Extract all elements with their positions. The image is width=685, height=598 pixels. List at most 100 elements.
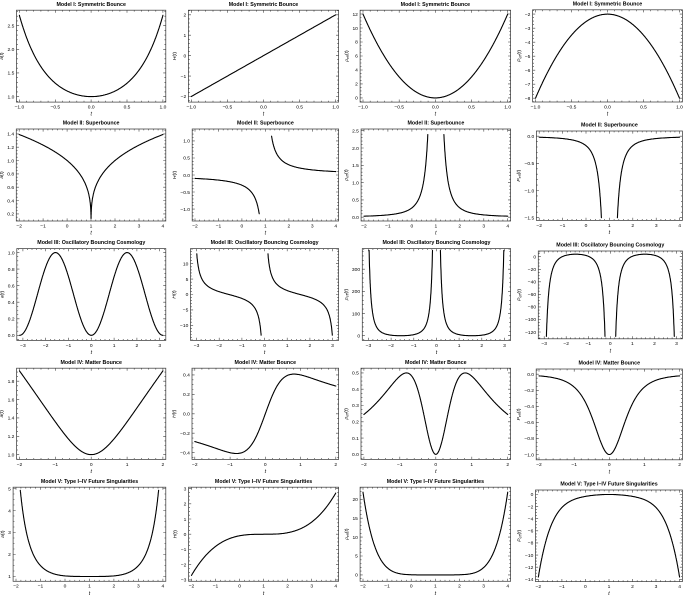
svg-text:2: 2 <box>334 462 337 468</box>
svg-text:−40: −40 <box>528 280 537 286</box>
svg-text:−0.8: −0.8 <box>524 436 534 442</box>
svg-text:0.0: 0.0 <box>604 104 611 110</box>
svg-text:1: 1 <box>643 462 646 468</box>
svg-text:2: 2 <box>309 343 312 349</box>
svg-text:−4: −4 <box>525 40 531 46</box>
svg-text:−3: −3 <box>20 343 26 349</box>
svg-text:1: 1 <box>262 584 265 590</box>
svg-text:Model III: Oscillatory Bouncin: Model III: Oscillatory Bouncing Cosmolog… <box>556 243 664 249</box>
svg-text:−1.0: −1.0 <box>180 207 190 213</box>
svg-text:0.4: 0.4 <box>183 373 190 379</box>
svg-text:−2: −2 <box>17 462 23 468</box>
svg-text:−1.0: −1.0 <box>358 105 368 111</box>
svg-text:−1: −1 <box>571 462 577 468</box>
svg-text:t: t <box>435 591 437 597</box>
svg-text:Model IV: Matter Bounce: Model IV: Matter Bounce <box>579 361 641 367</box>
svg-text:2: 2 <box>162 462 165 468</box>
svg-text:−2: −2 <box>563 341 569 347</box>
svg-text:3: 3 <box>331 343 334 349</box>
svg-text:3: 3 <box>503 343 506 349</box>
svg-text:0.6: 0.6 <box>8 283 15 289</box>
svg-text:0.0: 0.0 <box>352 452 359 458</box>
svg-text:H(t): H(t) <box>172 171 178 180</box>
svg-text:−60: −60 <box>528 292 537 298</box>
svg-text:t: t <box>435 112 437 118</box>
svg-text:−2: −2 <box>189 584 195 590</box>
svg-text:2: 2 <box>355 82 358 88</box>
svg-text:0.5: 0.5 <box>296 105 303 111</box>
svg-text:Peff(t): Peff(t) <box>516 408 522 420</box>
svg-text:−3: −3 <box>194 343 200 349</box>
svg-text:ρeff(t): ρeff(t) <box>344 50 350 63</box>
svg-text:−12: −12 <box>525 565 534 571</box>
svg-text:1: 1 <box>434 584 437 590</box>
svg-text:Model V: Type I–IV Future Sing: Model V: Type I–IV Future Singularities <box>387 479 484 485</box>
svg-text:0.5: 0.5 <box>183 156 190 162</box>
svg-text:−1.0: −1.0 <box>186 105 196 111</box>
svg-text:0.0: 0.0 <box>88 105 95 111</box>
svg-text:Model V: Type I–IV Future Sing: Model V: Type I–IV Future Singularities <box>41 479 138 485</box>
svg-text:0: 0 <box>186 292 189 298</box>
svg-text:0: 0 <box>609 341 612 347</box>
svg-text:1.2: 1.2 <box>7 145 14 151</box>
svg-text:0: 0 <box>183 53 186 59</box>
svg-text:3: 3 <box>655 584 658 590</box>
svg-text:0: 0 <box>531 492 534 498</box>
svg-text:0.4: 0.4 <box>8 300 15 306</box>
svg-text:3: 3 <box>482 584 485 590</box>
svg-text:5: 5 <box>186 277 189 283</box>
svg-text:t: t <box>610 348 612 354</box>
svg-text:−1: −1 <box>397 462 403 468</box>
svg-text:100: 100 <box>352 311 360 317</box>
svg-text:t: t <box>90 231 92 237</box>
svg-text:−6: −6 <box>528 529 534 535</box>
svg-text:−0.2: −0.2 <box>524 388 534 394</box>
svg-text:−1: −1 <box>411 343 417 349</box>
svg-text:10: 10 <box>352 26 358 32</box>
svg-text:t: t <box>90 469 92 475</box>
svg-text:Model I: Symmetric Bounce: Model I: Symmetric Bounce <box>573 2 643 8</box>
svg-text:Model III: Oscillatory Bouncin: Model III: Oscillatory Bouncing Cosmolog… <box>211 240 319 246</box>
svg-text:0.2: 0.2 <box>7 212 14 218</box>
svg-text:Model II: Superbounce: Model II: Superbounce <box>237 121 294 127</box>
svg-text:1.8: 1.8 <box>8 379 15 385</box>
svg-text:2: 2 <box>653 341 656 347</box>
svg-text:t: t <box>608 591 610 597</box>
svg-text:Peff(t): Peff(t) <box>517 289 523 301</box>
svg-text:−6: −6 <box>525 68 531 74</box>
svg-text:4: 4 <box>334 584 337 590</box>
svg-text:2: 2 <box>506 462 509 468</box>
svg-text:1.0: 1.0 <box>504 105 511 111</box>
svg-text:1.0: 1.0 <box>7 158 14 164</box>
svg-text:2.0: 2.0 <box>7 47 14 53</box>
svg-text:1: 1 <box>183 33 186 39</box>
svg-text:3: 3 <box>158 343 161 349</box>
svg-text:4: 4 <box>506 584 509 590</box>
svg-text:4: 4 <box>162 584 165 590</box>
svg-text:Model II: Superbounce: Model II: Superbounce <box>63 121 120 127</box>
svg-text:1.5: 1.5 <box>352 163 359 169</box>
svg-text:H(t): H(t) <box>172 530 178 539</box>
svg-text:3: 3 <box>184 486 187 492</box>
svg-text:3: 3 <box>311 223 314 229</box>
svg-text:2.0: 2.0 <box>352 146 359 152</box>
svg-text:3: 3 <box>8 530 11 536</box>
svg-text:−80: −80 <box>528 305 537 311</box>
svg-text:10: 10 <box>352 535 358 541</box>
svg-text:10: 10 <box>183 261 189 267</box>
svg-text:0.8: 0.8 <box>7 172 14 178</box>
svg-text:t: t <box>263 591 265 597</box>
svg-text:3: 3 <box>310 584 313 590</box>
svg-text:2: 2 <box>113 584 116 590</box>
svg-text:−4: −4 <box>528 517 534 523</box>
svg-text:0: 0 <box>608 462 611 468</box>
svg-text:2: 2 <box>286 584 289 590</box>
svg-text:−3: −3 <box>366 343 372 349</box>
svg-text:4: 4 <box>506 223 509 229</box>
svg-text:−0.5: −0.5 <box>223 105 233 111</box>
svg-text:−1.5: −1.5 <box>525 215 535 221</box>
svg-text:1.0: 1.0 <box>676 104 683 110</box>
svg-text:2: 2 <box>288 223 291 229</box>
svg-text:1: 1 <box>126 462 129 468</box>
svg-text:1: 1 <box>608 584 611 590</box>
